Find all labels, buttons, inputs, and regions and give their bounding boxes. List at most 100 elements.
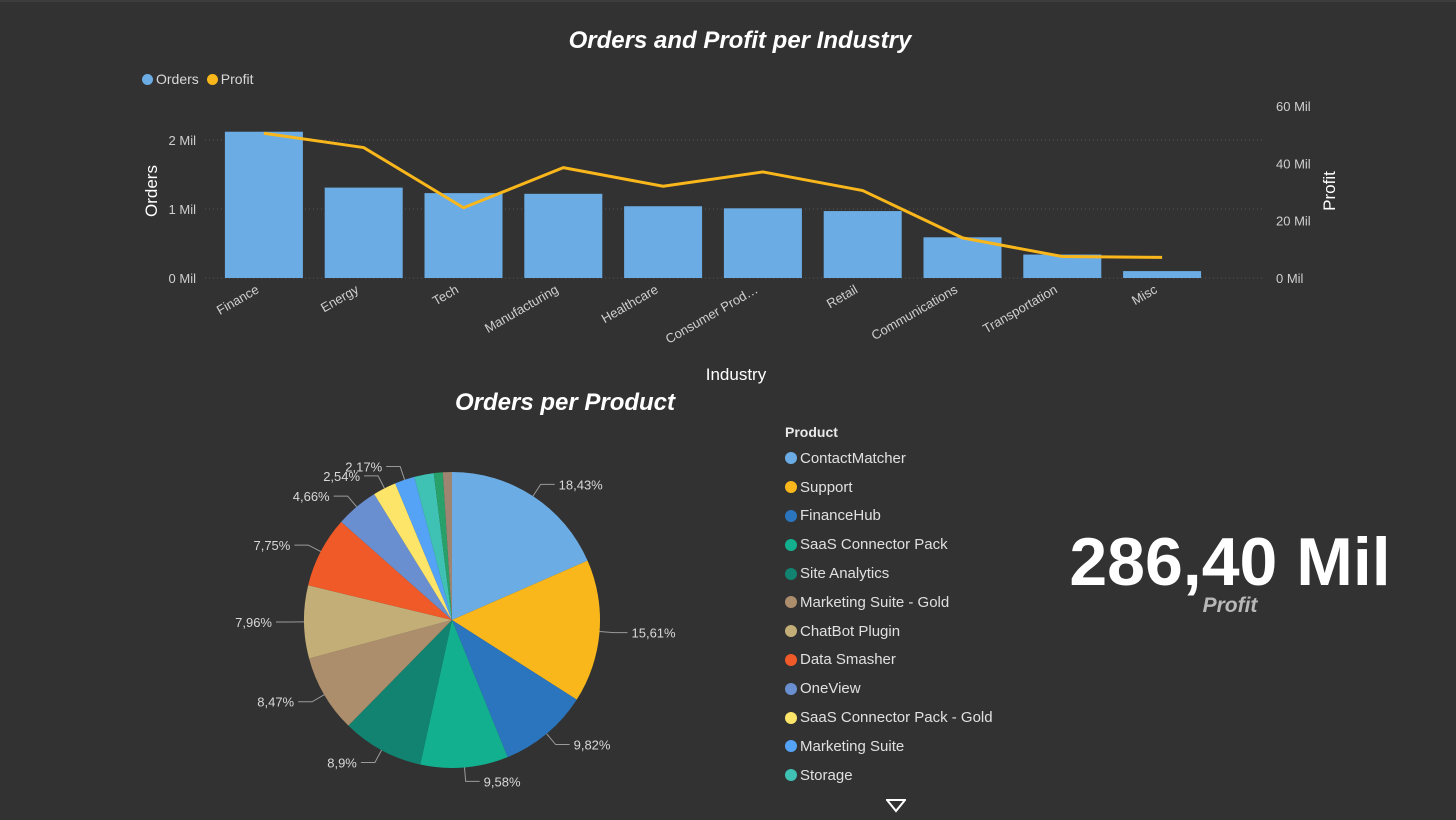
pie-leader-line [294,544,322,552]
product-legend-label: FinanceHub [800,507,881,525]
pie-data-label: 2,17% [345,460,382,475]
legend-item-profit[interactable]: Profit [206,71,253,87]
product-legend-label: Marketing Suite - Gold [800,593,950,611]
combo-chart-legend[interactable]: Orders Profit [142,71,261,87]
pie-slice-2 [452,620,577,758]
product-legend-item[interactable]: Data Smasher [785,646,1045,675]
pie-data-label: 7,75% [253,538,290,553]
pie-data-label: 9,82% [574,738,611,753]
product-legend-label: Marketing Suite [800,737,905,755]
pie-leader-line [298,694,325,703]
y2-axis-title: Profit [1320,171,1339,211]
bar-orders-0 [224,131,303,278]
product-legend-label: Data Smasher [800,651,896,669]
legend-color-dot [785,596,797,609]
pie-leader-line [463,767,480,782]
x-tick-label: Finance [214,282,262,318]
profit-kpi-value: 286,40 Mil [1069,524,1391,600]
product-legend-item[interactable]: Support [785,473,1045,502]
product-legend-item[interactable]: SaaS Connector Pack - Gold [785,703,1045,732]
product-legend-title: Product [785,424,838,440]
product-legend-item[interactable]: FinanceHub [785,502,1045,531]
y2-tick-label: 0 Mil [1276,271,1304,286]
legend-color-dot [785,452,797,465]
x-axis-title: Industry [706,365,767,384]
bar-orders-6 [823,211,902,278]
legend-color-dot [785,481,797,494]
pie-slice-3 [420,620,508,768]
legend-scroll-down-icon[interactable] [886,799,906,813]
bar-orders-3 [524,193,603,278]
product-legend-list: ContactMatcher Support FinanceHub SaaS Conn… [785,444,1045,790]
product-legend-item[interactable]: SaaS Connector Pack [785,530,1045,559]
y2-tick-label: 40 Mil [1276,156,1311,171]
orders-per-product-pie-chart[interactable]: 18,43% 15,61% 9,82% 9,58% 8,9% 8,47% 7,96% 7,75… [220,440,740,810]
pie-slice-9 [374,483,452,620]
product-legend-label: Site Analytics [800,565,890,583]
pie-leader-line [386,466,406,480]
pie-data-label: 2,54% [323,469,360,484]
pie-slice-8 [341,494,452,620]
legend-color-dot [785,509,797,522]
pie-leader-line [532,483,555,497]
legend-color-dot [785,625,797,638]
pie-slice-12 [433,472,452,620]
orders-profit-combo-chart[interactable]: 0 Mil 1 Mil 2 Mil 0 Mil 20 Mil 40 Mil 60 Mil Or… [0,88,1456,388]
x-tick-label: Healthcare [599,282,661,326]
product-legend-item[interactable]: ChatBot Plugin [785,617,1045,646]
legend-color-dot [785,567,797,580]
pie-slice-11 [414,473,452,620]
product-legend-item[interactable]: ContactMatcher [785,444,1045,473]
x-tick-label: Energy [318,281,362,315]
pie-data-label: 8,47% [257,695,294,710]
profit-kpi-label: Profit [1202,594,1258,617]
combo-chart-title: Orders and Profit per Industry [568,27,912,54]
legend-dot-orders [142,73,153,85]
bar-orders-4 [624,206,703,278]
bar-orders-2 [424,193,503,278]
legend-color-dot [785,653,797,666]
bar-orders-1 [324,187,403,278]
profit-kpi-card: 286,40 Mil Profit [1040,522,1420,618]
bar-orders-5 [723,208,802,278]
x-tick-label: Tech [430,282,461,309]
x-tick-label: Retail [824,282,860,312]
product-legend-label: Storage [800,766,853,784]
pie-slice-4 [348,620,452,765]
pie-data-label: 4,66% [293,489,330,504]
pie-data-label: 9,58% [484,774,521,789]
x-tick-label: Transportation [980,282,1060,337]
pie-data-label: 8,9% [327,755,357,770]
pie-slice-0 [452,472,588,620]
y-tick-label: 0 Mil [169,271,197,286]
pie-data-label: 7,96% [235,615,272,630]
pie-leader-line [599,630,628,634]
top-border [0,0,1456,2]
pie-leader-line [333,495,358,508]
legend-color-dot [785,538,797,551]
product-legend-item[interactable]: OneView [785,674,1045,703]
product-legend-label: ChatBot Plugin [800,622,901,640]
y-tick-label: 1 Mil [169,202,197,217]
bar-orders-8 [1023,254,1102,278]
product-legend-label: OneView [800,680,861,698]
product-legend-label: SaaS Connector Pack - Gold [800,709,993,727]
pie-leader-line [360,749,382,763]
legend-color-dot [785,740,797,753]
x-tick-label: Communications [869,281,961,343]
legend-item-orders[interactable]: Orders [142,71,199,87]
pie-slice-5 [309,620,452,726]
product-legend-item[interactable]: Site Analytics [785,559,1045,588]
product-legend-item[interactable]: Storage [785,761,1045,790]
y-axis-title: Orders [142,165,161,217]
pie-leader-line [546,733,570,746]
bar-orders-9 [1123,271,1202,278]
product-legend-label: ContactMatcher [800,449,906,467]
product-legend-item[interactable]: Marketing Suite [785,732,1045,761]
pie-slice-1 [452,560,600,700]
product-legend[interactable]: Product ContactMatcher Support FinanceHub S… [785,424,1045,790]
legend-color-dot [785,769,797,782]
product-legend-item[interactable]: Marketing Suite - Gold [785,588,1045,617]
line-profit [263,131,1163,259]
legend-color-dot [785,711,797,724]
